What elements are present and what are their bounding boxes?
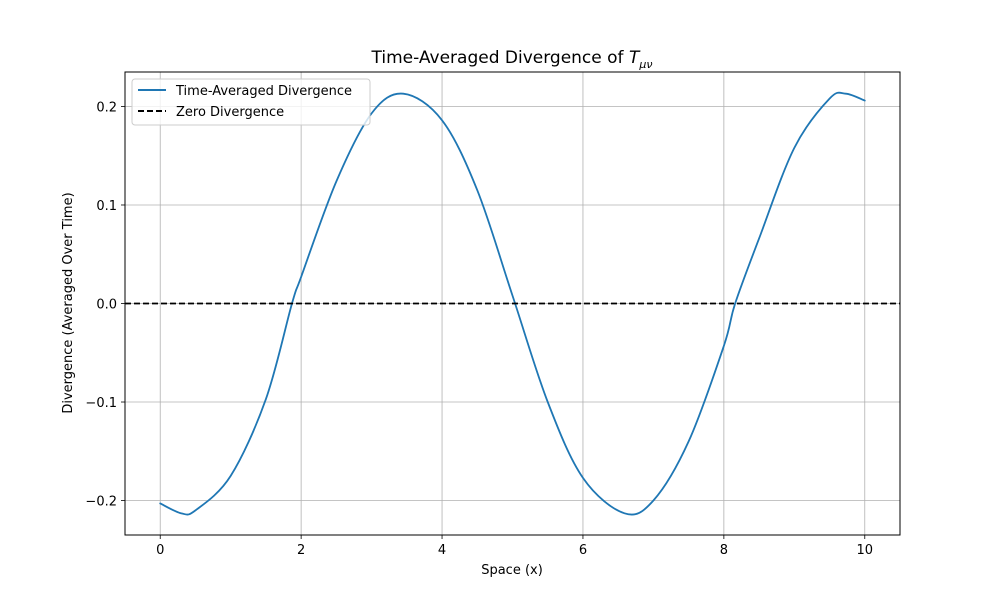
legend-label-zero-divergence: Zero Divergence	[176, 105, 284, 120]
chart-title-math: T	[629, 48, 641, 68]
x-tick-label: 2	[297, 543, 305, 558]
x-axis-label: Space (x)	[481, 563, 543, 578]
y-axis-label: Divergence (Averaged Over Time)	[61, 192, 76, 413]
y-tick-label: 0.1	[96, 199, 117, 214]
y-tick-label: −0.2	[85, 495, 117, 510]
plot-series	[125, 91, 900, 516]
chart-title-math-subscript: μν	[638, 58, 652, 71]
axis-ticks: 0 2 4 6 8 10 −0.2 −0.1 0.0 0.1 0.2	[85, 100, 873, 558]
x-tick-label: 4	[438, 543, 446, 558]
y-tick-label: 0.0	[96, 298, 117, 313]
x-tick-label: 6	[579, 543, 587, 558]
x-tick-label: 8	[720, 543, 728, 558]
x-tick-label: 10	[856, 543, 873, 558]
y-tick-label: 0.2	[96, 100, 117, 115]
y-tick-label: −0.1	[85, 396, 117, 411]
series-line-time-averaged-divergence	[159, 91, 866, 516]
chart-title: Time-Averaged Divergence of Tμν	[371, 48, 653, 71]
chart-title-text: Time-Averaged Divergence of	[371, 48, 629, 68]
legend-box	[131, 78, 371, 126]
legend-label-time-averaged-divergence: Time-Averaged Divergence	[175, 84, 352, 99]
x-tick-label: 0	[156, 543, 164, 558]
legend: Time-Averaged Divergence Zero Divergence	[131, 78, 371, 126]
